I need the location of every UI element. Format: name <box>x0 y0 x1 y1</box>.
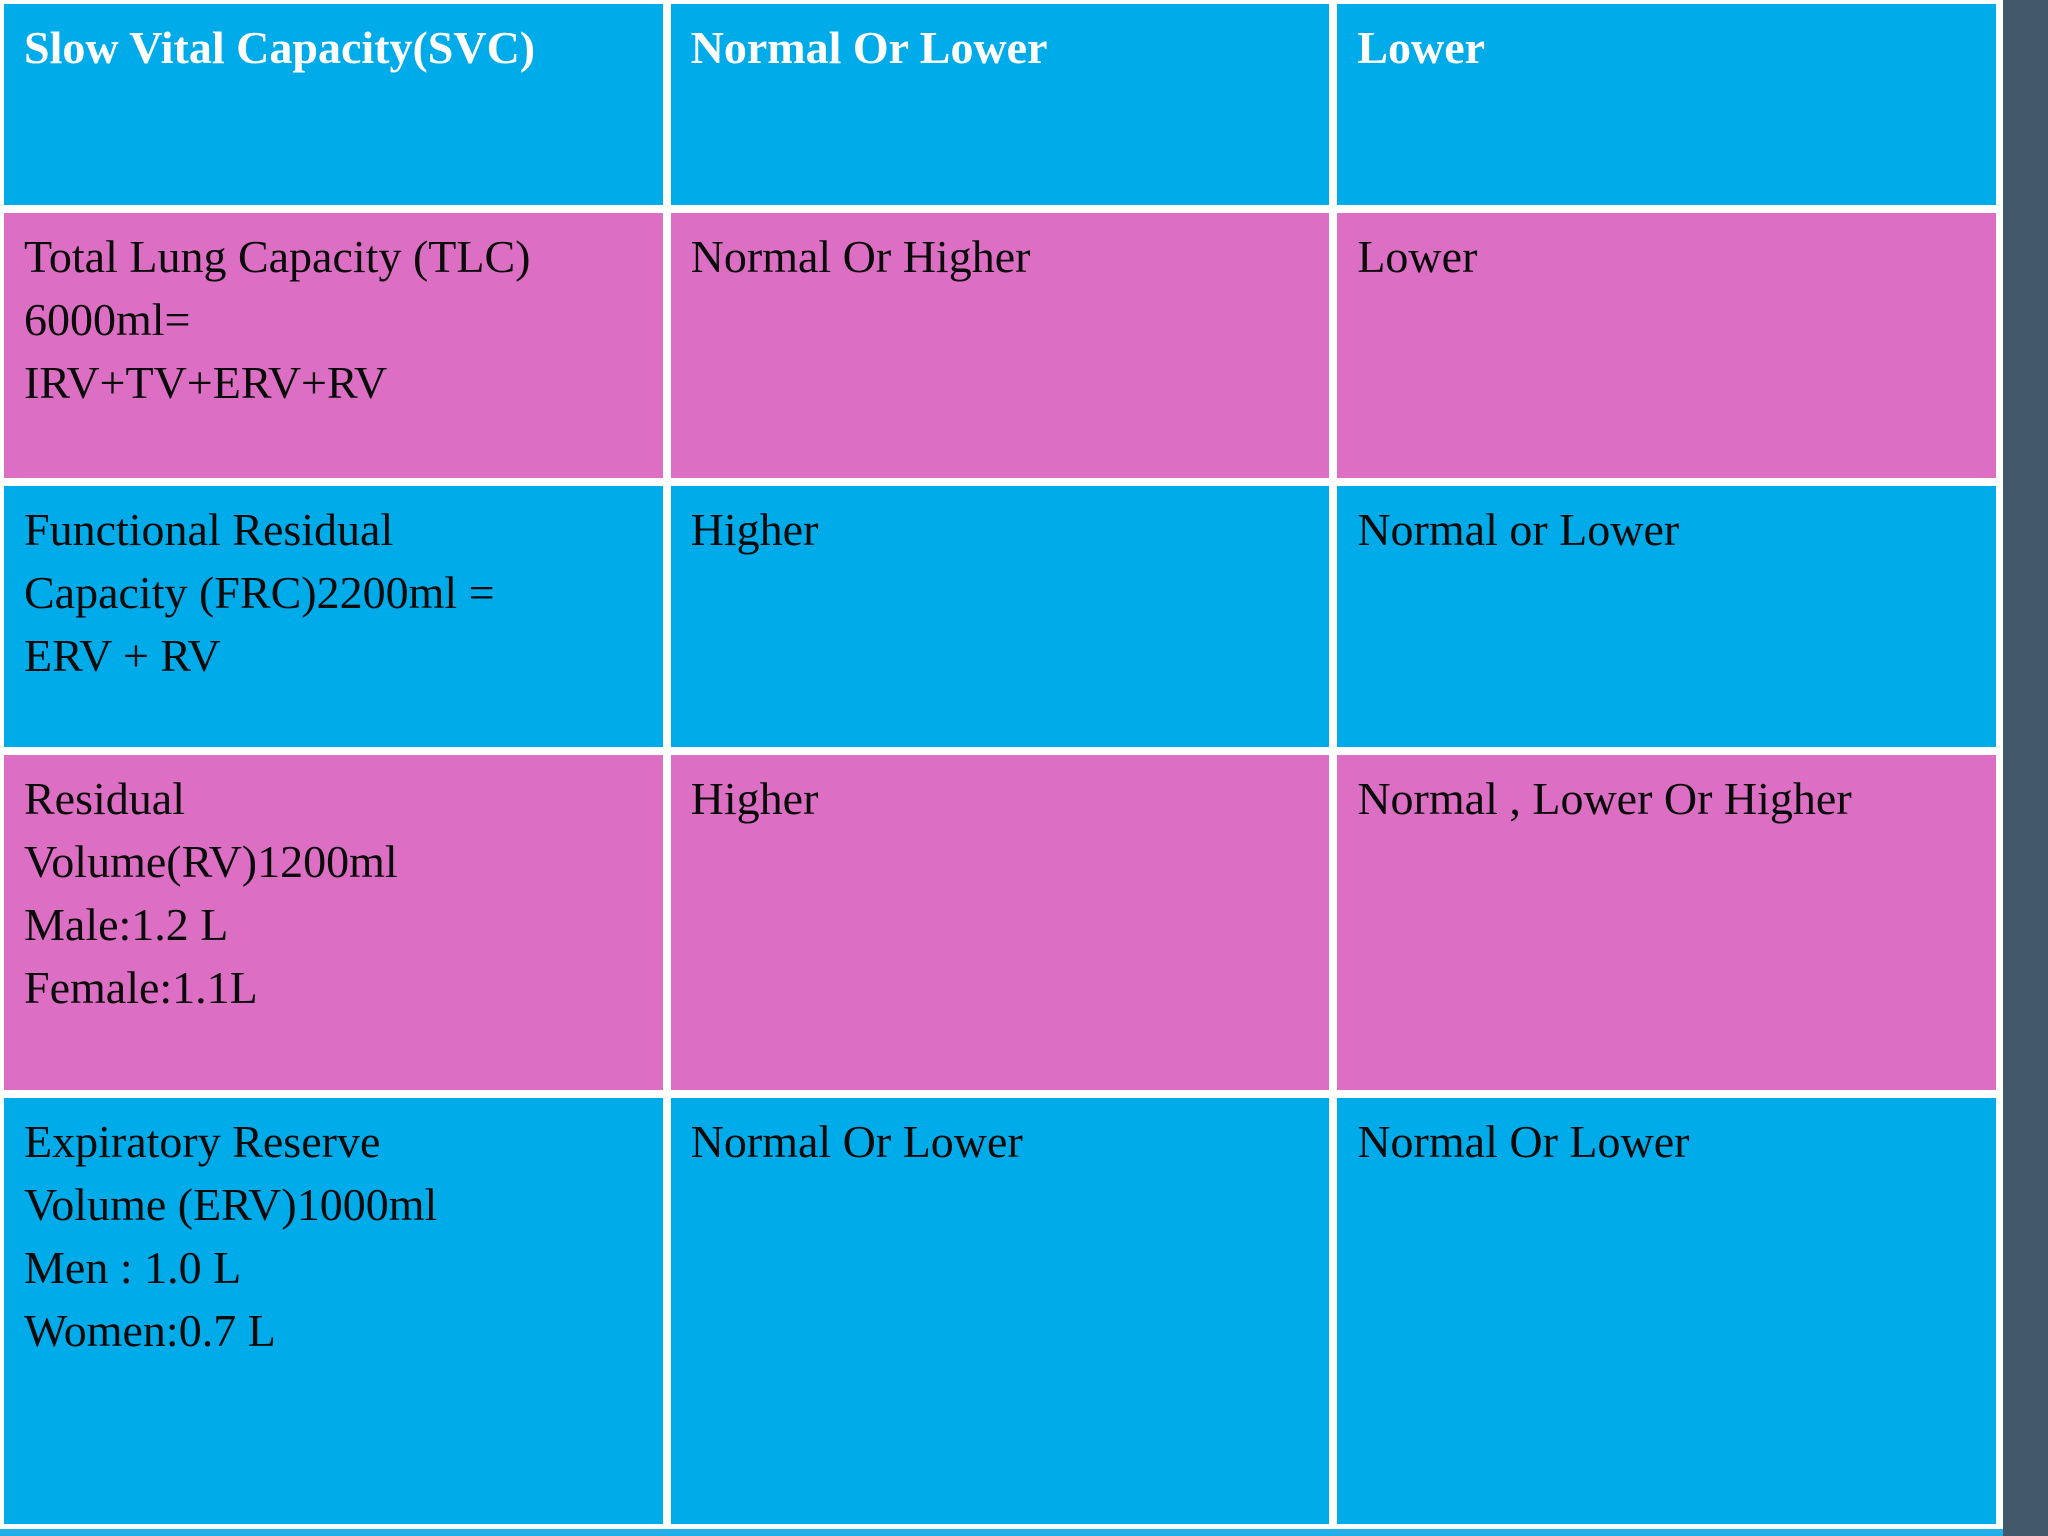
header-cell-restrictive: Lower <box>1337 4 1996 205</box>
cell-erv-value-2: Normal Or Lower <box>1337 1098 1996 1524</box>
slide-right-margin-strip <box>2003 0 2048 1536</box>
cell-rv-value-2: Normal , Lower Or Higher <box>1337 755 1996 1090</box>
cell-tlc-value-1: Normal Or Higher <box>670 213 1330 478</box>
cell-rv-label: Residual Volume(RV)1200ml Male:1.2 L Fem… <box>4 755 663 1090</box>
cell-tlc-label: Total Lung Capacity (TLC) 6000ml= IRV+TV… <box>4 213 663 478</box>
header-cell-svc: Slow Vital Capacity(SVC) <box>4 4 663 205</box>
cell-erv-label: Expiratory Reserve Volume (ERV)1000ml Me… <box>4 1098 663 1524</box>
cell-frc-label: Functional Residual Capacity (FRC)2200ml… <box>4 486 663 747</box>
cell-frc-value-2: Normal or Lower <box>1337 486 1996 747</box>
pulmonary-function-table: Slow Vital Capacity(SVC) Normal Or Lower… <box>0 0 2003 1529</box>
cell-frc-value-1: Higher <box>670 486 1330 747</box>
cell-erv-value-1: Normal Or Lower <box>670 1098 1330 1524</box>
header-cell-obstructive: Normal Or Lower <box>670 4 1330 205</box>
cell-rv-value-1: Higher <box>670 755 1330 1090</box>
cell-tlc-value-2: Lower <box>1337 213 1996 478</box>
